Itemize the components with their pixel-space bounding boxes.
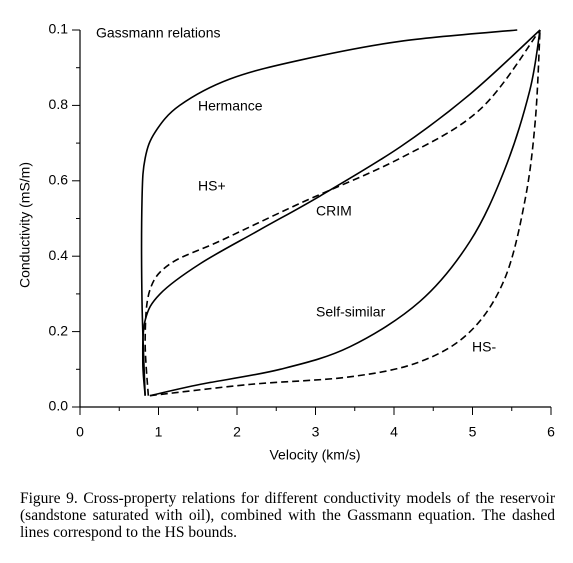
annotation: Gassmann relations xyxy=(96,25,221,41)
x-tick-label: 3 xyxy=(312,424,320,440)
y-tick-label: 0.6 xyxy=(49,172,69,188)
curve-label: CRIM xyxy=(316,203,352,219)
curve xyxy=(140,29,518,396)
x-tick-label: 6 xyxy=(547,424,555,440)
curve-label: Hermance xyxy=(198,98,263,114)
x-tick-label: 2 xyxy=(233,424,241,440)
curve-label: HS+ xyxy=(198,178,226,194)
caption: Figure 9. Cross-property relations for d… xyxy=(20,490,555,541)
curve xyxy=(141,29,541,396)
y-tick-label: 0.8 xyxy=(49,96,69,112)
curve xyxy=(149,29,541,397)
curve xyxy=(149,29,541,397)
y-tick-label: 0.1 xyxy=(49,21,69,37)
y-tick-label: 0.2 xyxy=(49,322,69,338)
y-tick-label: 0.0 xyxy=(49,398,69,414)
y-axis-label: Conductivity (mS/m) xyxy=(17,162,33,288)
x-tick-label: 0 xyxy=(76,424,84,440)
x-tick-label: 1 xyxy=(155,424,163,440)
x-tick-label: 4 xyxy=(390,424,398,440)
curve-label: Self-similar xyxy=(316,304,386,320)
y-tick-label: 0.4 xyxy=(49,247,69,263)
curve xyxy=(144,29,541,396)
x-tick-label: 5 xyxy=(469,424,477,440)
curve-label: HS- xyxy=(472,339,496,355)
x-axis-label: Velocity (km/s) xyxy=(269,447,360,463)
chart: Gassmann relations Velocity (km/s) Condu… xyxy=(17,21,555,463)
